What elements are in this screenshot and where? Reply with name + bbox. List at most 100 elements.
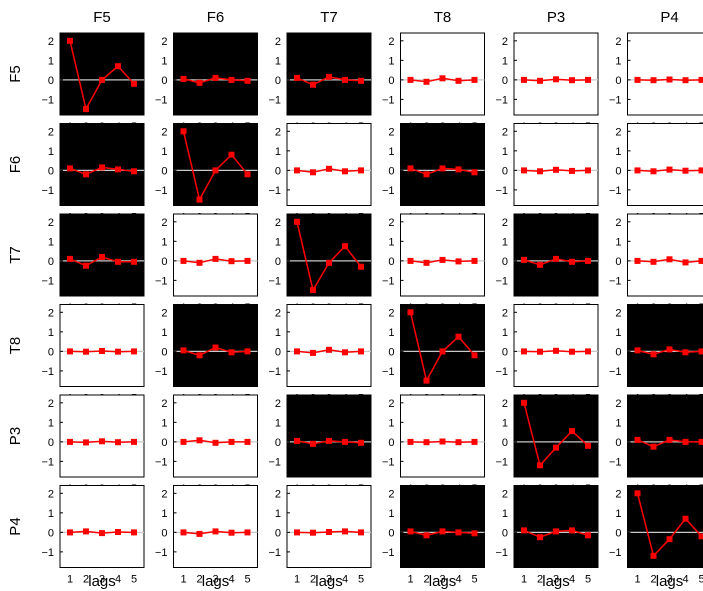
column-title-f6: F6	[207, 9, 225, 26]
y-tick-label: 0	[388, 527, 394, 539]
y-tick-label: 2	[48, 36, 54, 48]
panel-background	[627, 123, 703, 206]
data-point-lag-3	[666, 256, 673, 263]
data-point-lag-1	[67, 529, 73, 536]
data-point-lag-4	[115, 166, 121, 173]
data-point-lag-5	[358, 77, 364, 84]
data-point-lag-3	[212, 255, 219, 262]
y-tick-label: 1	[615, 508, 621, 520]
data-point-lag-1	[67, 438, 73, 445]
y-tick-label: 0	[388, 75, 394, 87]
data-point-lag-4	[342, 528, 348, 535]
y-tick-label: −1	[41, 366, 54, 378]
data-point-lag-1	[294, 218, 300, 225]
panel-background	[513, 304, 599, 387]
y-tick-label: 1	[48, 327, 54, 339]
y-tick-label: −1	[155, 185, 168, 197]
y-tick-label: −1	[155, 456, 168, 468]
data-point-lag-5	[358, 529, 364, 536]
y-tick-label: 0	[161, 165, 167, 177]
y-tick-label: 1	[161, 327, 167, 339]
data-point-lag-1	[521, 348, 527, 355]
y-tick-label: −1	[155, 547, 168, 559]
data-point-lag-1	[407, 528, 414, 535]
data-point-lag-5	[585, 348, 591, 355]
y-tick-label: −1	[155, 275, 168, 287]
data-point-lag-5	[131, 438, 137, 445]
data-point-lag-3	[439, 256, 446, 263]
x-tick-label: 5	[131, 574, 137, 586]
data-point-lag-3	[212, 167, 219, 174]
data-point-lag-1	[67, 37, 73, 44]
data-point-lag-2	[310, 169, 316, 176]
data-point-lag-1	[521, 256, 527, 263]
data-point-lag-2	[537, 77, 543, 84]
y-tick-label: 1	[161, 55, 167, 67]
y-tick-label: 2	[615, 307, 621, 319]
data-point-lag-5	[585, 76, 591, 83]
panel-background	[400, 213, 485, 297]
data-point-lag-2	[650, 258, 657, 265]
y-tick-label: −1	[382, 547, 395, 559]
x-tick-label: 2	[83, 574, 89, 586]
x-tick-label: 5	[698, 574, 703, 586]
panel-background	[173, 213, 258, 297]
data-point-lag-5	[244, 348, 251, 355]
y-tick-label: −1	[609, 366, 622, 378]
y-tick-label: 2	[615, 488, 621, 500]
data-point-lag-5	[244, 438, 251, 445]
panel-p4-t8: 210−11 2 3 4 5	[382, 485, 485, 586]
x-tick-label: 3	[99, 574, 105, 586]
data-point-lag-1	[294, 437, 300, 444]
y-tick-label: 2	[388, 217, 394, 229]
panel-background	[627, 304, 703, 387]
panel-background	[286, 304, 372, 387]
data-point-lag-4	[342, 438, 348, 445]
data-point-lag-1	[294, 74, 300, 81]
data-point-lag-4	[682, 259, 689, 266]
data-point-lag-3	[439, 165, 446, 172]
y-tick-label: −1	[382, 366, 395, 378]
y-tick-label: 0	[388, 437, 394, 449]
data-point-lag-5	[131, 168, 137, 175]
y-tick-label: 0	[275, 75, 281, 87]
y-tick-label: 0	[388, 346, 394, 358]
y-tick-label: 0	[615, 75, 621, 87]
data-point-lag-5	[698, 533, 703, 540]
panel-background	[627, 213, 703, 297]
y-tick-label: 1	[48, 508, 54, 520]
y-tick-label: 0	[615, 437, 621, 449]
row-title-p3: P3	[7, 427, 24, 445]
y-tick-label: 0	[388, 256, 394, 268]
panel-background	[513, 123, 599, 206]
y-tick-label: 1	[615, 146, 621, 158]
x-tick-label: 4	[342, 574, 348, 586]
data-point-lag-1	[407, 76, 414, 83]
data-point-lag-5	[358, 348, 364, 355]
y-tick-label: 1	[48, 55, 54, 67]
data-point-lag-2	[196, 530, 203, 537]
data-point-lag-3	[553, 76, 559, 83]
data-point-lag-4	[682, 515, 689, 522]
data-point-lag-2	[310, 349, 316, 356]
data-point-lag-4	[569, 258, 575, 265]
y-tick-label: −1	[495, 275, 508, 287]
y-tick-label: −1	[41, 185, 54, 197]
data-point-lag-2	[537, 348, 543, 355]
x-tick-label: 1	[521, 574, 527, 586]
data-point-lag-1	[407, 257, 414, 264]
y-tick-label: 2	[275, 488, 281, 500]
panel-background	[400, 123, 485, 206]
row-title-t8: T8	[7, 337, 24, 355]
y-tick-label: 1	[48, 236, 54, 248]
data-point-lag-5	[698, 76, 703, 83]
data-point-lag-2	[310, 440, 316, 447]
y-tick-label: 1	[275, 417, 281, 429]
